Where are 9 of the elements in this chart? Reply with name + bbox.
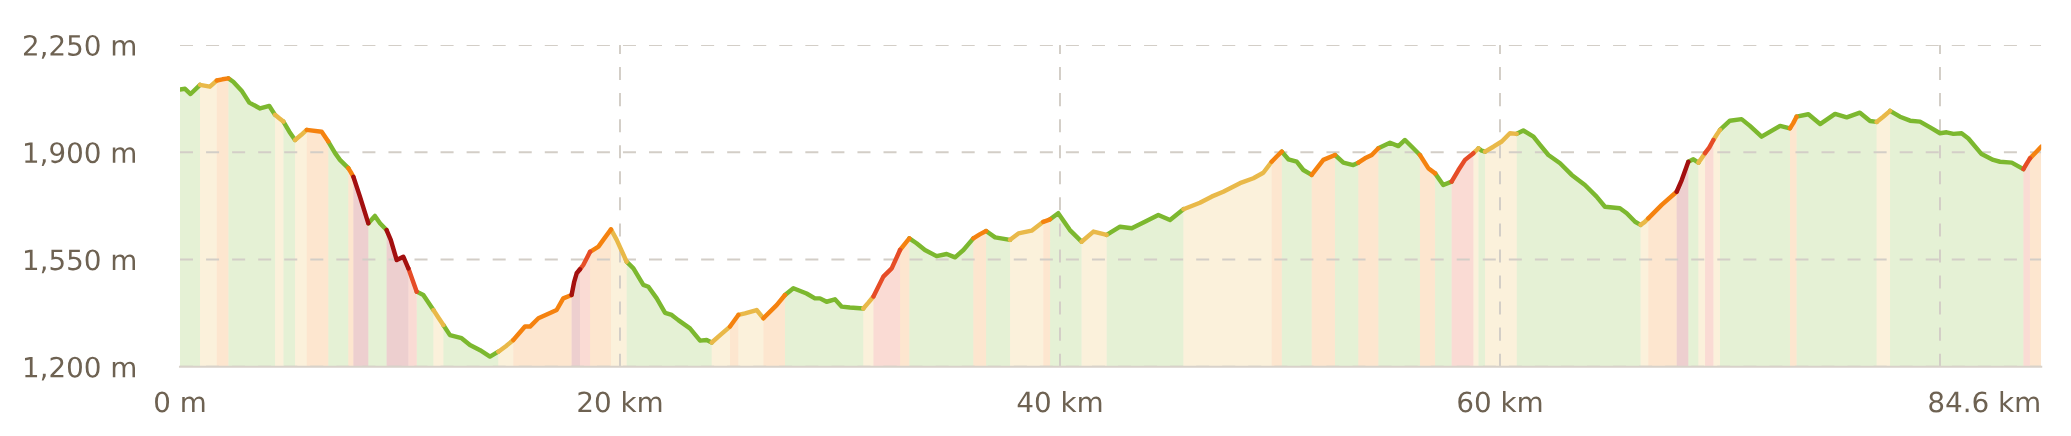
y-tick-label: 1,900 m xyxy=(25,142,135,167)
x-tick-label: 20 km xyxy=(578,391,662,413)
x-tick-label: 40 km xyxy=(1017,391,1102,413)
x-tick-label: 0 m xyxy=(155,391,205,413)
y-tick-label: 1,550 m xyxy=(25,249,135,274)
x-tick-label: 60 km xyxy=(1458,391,1542,413)
x-tick-label: 84.6 km xyxy=(1929,391,2039,413)
y-tick-label: 2,250 m xyxy=(23,34,135,59)
y-tick-label: 1,200 m xyxy=(25,356,135,381)
